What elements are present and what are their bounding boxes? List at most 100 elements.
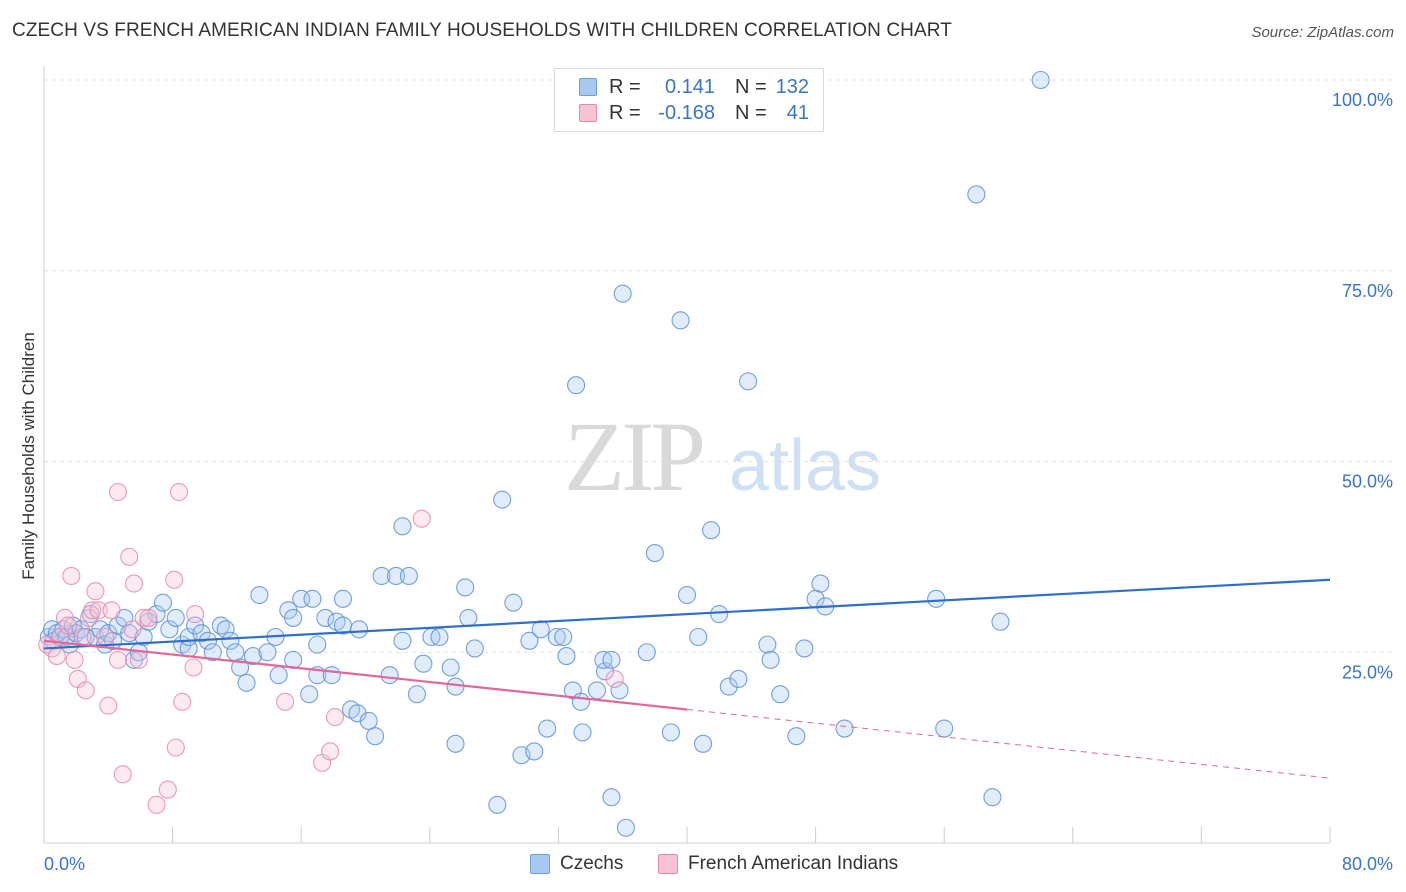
czech-point <box>927 589 946 608</box>
czech-point <box>316 608 335 627</box>
source-label: Source: ZipAtlas.com <box>1251 24 1394 41</box>
czech-point <box>465 639 484 658</box>
czech-point <box>587 681 607 700</box>
french-point <box>89 601 108 620</box>
legend-swatch-french <box>579 104 597 122</box>
czech-point <box>991 612 1010 631</box>
czech-point <box>739 372 758 391</box>
legend-row-french: R = -0.168 N = 41 <box>579 100 809 126</box>
czech-point <box>284 608 303 627</box>
legend-r-value: -0.168 <box>658 101 715 124</box>
trend-line-czechs <box>43 578 1331 650</box>
french-point <box>99 696 118 715</box>
czech-point <box>459 608 478 627</box>
czech-point <box>430 627 449 647</box>
french-point <box>166 738 185 757</box>
czech-point <box>935 719 954 738</box>
legend-n-value: 41 <box>786 101 809 124</box>
bottom-legend-swatch-french <box>658 854 678 874</box>
czech-point <box>595 662 615 681</box>
czech-point <box>835 719 854 738</box>
czech-point <box>795 639 814 658</box>
french-point <box>165 570 184 589</box>
legend-r-label: R = <box>609 75 641 98</box>
french-point <box>86 582 105 601</box>
bottom-legend-label-french: French American Indians <box>688 853 899 874</box>
czech-point <box>322 666 341 685</box>
czech-point <box>567 376 586 395</box>
y-axis-label: Family Households with Children <box>19 332 38 580</box>
czech-point <box>250 585 269 605</box>
chart-title: CZECH VS FRENCH AMERICAN INDIAN FAMILY H… <box>12 20 952 41</box>
czech-point <box>269 666 288 685</box>
series-french-american-indians <box>38 482 624 814</box>
french-point <box>65 650 84 669</box>
french-point <box>184 658 203 677</box>
bottom-legend-czechs: Czechs <box>530 852 623 876</box>
bottom-legend-label-czechs: Czechs <box>560 853 624 874</box>
czech-point <box>393 631 412 650</box>
legend-r-label: R = <box>609 101 641 124</box>
czech-point <box>531 620 550 639</box>
czech-point <box>153 593 173 612</box>
french-point <box>276 692 295 711</box>
french-point <box>113 765 132 784</box>
czech-point <box>571 692 590 711</box>
bottom-legend-french: French American Indians <box>658 852 898 876</box>
x-tick-labels: 0.0% 80.0% <box>44 854 1393 874</box>
czech-point <box>407 685 426 704</box>
czech-point <box>967 185 986 204</box>
czech-point <box>616 818 635 837</box>
czech-point <box>446 734 465 753</box>
czech-point <box>237 673 256 692</box>
czech-point <box>710 605 729 624</box>
y-tick-label: 25.0% <box>1342 662 1393 682</box>
legend-swatch-czechs <box>579 78 597 96</box>
legend-n-label: N = <box>735 75 767 98</box>
french-point <box>129 650 148 669</box>
legend-n-value: 132 <box>775 75 809 98</box>
legend-row-czechs: R = 0.141 N = 132 <box>579 74 809 100</box>
czech-point <box>602 788 621 807</box>
french-point <box>62 566 81 586</box>
french-point <box>158 780 177 799</box>
y-tick-label: 50.0% <box>1342 472 1393 492</box>
french-point <box>73 627 92 647</box>
x-tick-label-min: 0.0% <box>44 854 85 874</box>
czech-point <box>983 788 1002 807</box>
french-point <box>76 681 95 700</box>
czech-point <box>350 620 369 639</box>
french-point <box>147 795 166 814</box>
french-point <box>325 708 345 727</box>
czech-point <box>689 627 708 647</box>
czech-point <box>221 631 240 650</box>
czech-point <box>758 635 777 654</box>
czech-point <box>456 578 475 597</box>
y-tick-label: 100.0% <box>1332 90 1393 110</box>
czech-point <box>771 685 790 704</box>
czech-point <box>226 643 245 662</box>
french-point <box>108 482 127 502</box>
y-tick-labels: 25.0% 50.0% 75.0% 100.0% <box>1332 90 1393 682</box>
czech-point <box>380 666 399 685</box>
correlation-legend: R = 0.141 N = 132 R = -0.168 N = 41 <box>554 68 824 132</box>
trend-line-french-dashed <box>686 708 1331 779</box>
czech-point <box>366 727 385 746</box>
czech-point <box>399 566 418 586</box>
czech-point <box>671 311 690 330</box>
grid-lines <box>44 79 1392 653</box>
czech-point <box>573 723 592 742</box>
czech-point <box>393 517 412 536</box>
series-czechs <box>39 70 1050 837</box>
french-point <box>108 650 127 669</box>
czech-point <box>333 589 353 608</box>
watermark-atlas: atlas <box>729 426 881 506</box>
bottom-legend-swatch-czechs <box>530 854 550 874</box>
czech-point <box>602 650 621 669</box>
french-point <box>605 669 624 689</box>
czech-point <box>702 521 721 540</box>
czech-point <box>372 566 391 586</box>
czech-point <box>203 643 222 662</box>
french-point <box>120 547 139 566</box>
